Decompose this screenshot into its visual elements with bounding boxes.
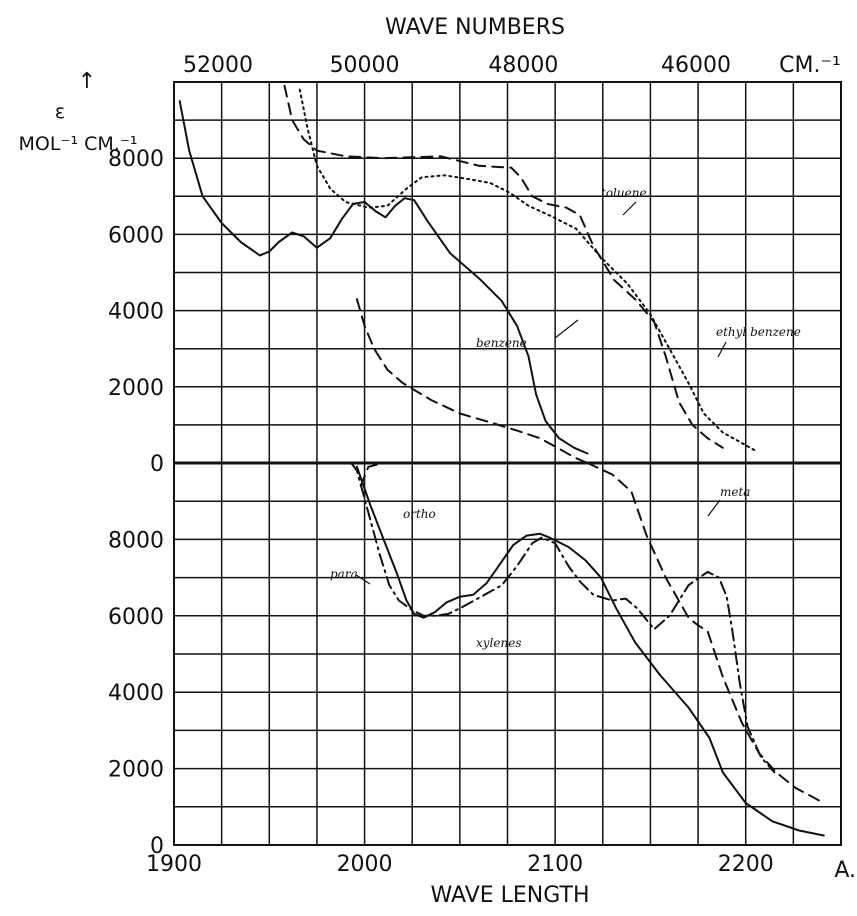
lower-curve-meta [359,462,385,487]
y-axis-arrow: ↑ [78,69,96,94]
curve-label-ortho: ortho [403,507,436,521]
top-axis-title: WAVE NUMBERS [385,15,565,40]
x-axis-title: WAVE LENGTH [431,883,590,908]
upper-curve-unlabeled [355,298,589,464]
upper-y-tick-label: 0 [150,452,164,477]
y-axis-epsilon: ε [55,101,65,123]
x-tick-label: 1900 [146,852,202,877]
curve-label-ethyl-benzene: ethyl benzene [716,325,801,339]
upper-curve-toluene [283,84,724,449]
curve-label-para: para [330,567,358,581]
x-tick-label: 2100 [527,852,583,877]
top-axis-unit: CM.⁻¹ [779,53,841,78]
top-tick-label: 48000 [488,53,558,78]
top-tick-label: 50000 [330,53,400,78]
y-axis-unit: MOL⁻¹ CM.⁻¹ [19,133,138,155]
curve-label-meta: meta [720,485,750,499]
curve-label-xylenes: xylenes [476,636,521,650]
lower-y-tick-label: 8000 [108,528,164,553]
curve-label-benzene: benzene [476,336,527,350]
upper-curve-ethyl-benzene [298,88,759,453]
curve-label-pointer [622,201,637,216]
curve-label-pointer [554,319,579,339]
lower-y-tick-label: 0 [150,834,164,859]
lower-curve-meta [586,462,825,804]
x-tick-label: 2000 [337,852,393,877]
lower-y-tick-label: 4000 [108,681,164,706]
grid [173,81,842,846]
curve-label-pointer [355,574,371,585]
upper-y-tick-label: 6000 [108,223,164,248]
curve-label-pointer [717,341,727,358]
curve-label-toluene: toluene [601,186,647,200]
top-tick-label: 52000 [183,53,253,78]
upper-y-tick-label: 2000 [108,376,164,401]
upper-y-tick-label: 8000 [108,147,164,172]
lower-curve-para [350,462,776,774]
lower-curve-ortho [355,465,825,837]
upper-y-tick-label: 4000 [108,300,164,325]
x-axis-unit: A. [834,858,856,883]
x-tick-label: 2200 [718,852,774,877]
top-tick-label: 46000 [661,53,731,78]
curve-label-pointer [707,499,721,517]
lower-y-tick-label: 2000 [108,758,164,783]
label-layer: WAVE NUMBERS CM.⁻¹ ε ↑ MOL⁻¹ CM.⁻¹ WAVE … [19,15,856,908]
series-layer [178,84,825,837]
lower-y-tick-label: 6000 [108,605,164,630]
upper-curve-benzene [178,100,589,455]
